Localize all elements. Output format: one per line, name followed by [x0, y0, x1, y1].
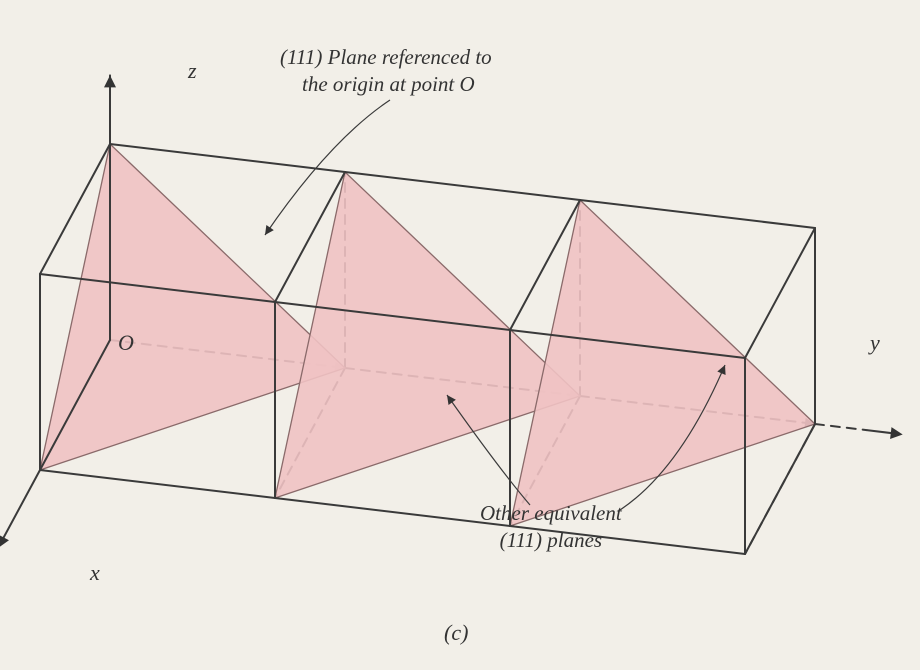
- origin-label: O: [118, 330, 134, 356]
- annotation-top-line1: (111) Plane referenced to: [280, 45, 492, 69]
- crystal-planes-diagram: [0, 0, 920, 670]
- annotation-bottom-line1: Other equivalent: [480, 501, 622, 525]
- annotation-top: (111) Plane referenced to the origin at …: [280, 44, 492, 99]
- annotation-bottom: Other equivalent (111) planes: [480, 500, 622, 555]
- annotation-top-line2-em: O: [460, 72, 475, 96]
- annotation-top-line2: the origin at point: [302, 72, 460, 96]
- z-axis-label: z: [188, 58, 197, 84]
- y-axis-label: y: [870, 330, 880, 356]
- x-axis-label: x: [90, 560, 100, 586]
- figure-caption: (c): [444, 620, 468, 646]
- annotation-bottom-line2: (111) planes: [500, 528, 602, 552]
